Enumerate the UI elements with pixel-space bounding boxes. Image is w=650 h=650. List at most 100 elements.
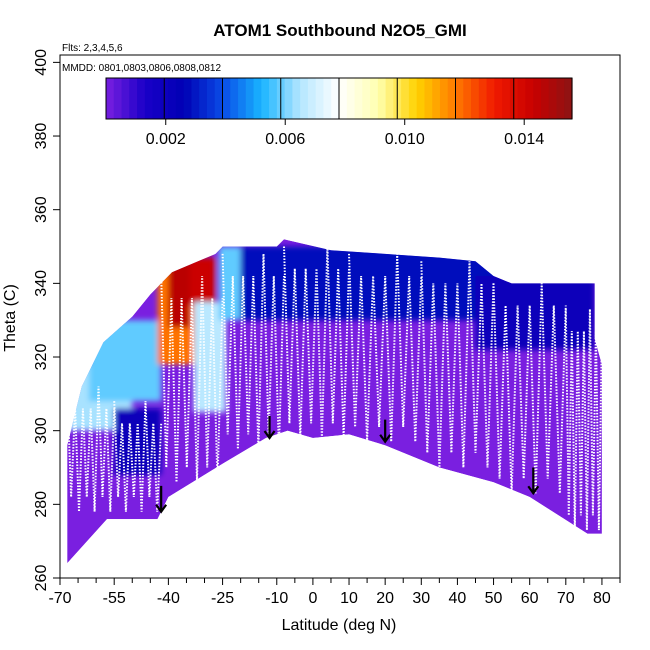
colorbar-swatch (564, 78, 573, 119)
colorbar-swatch (300, 78, 309, 119)
colorbar-swatch (245, 78, 255, 119)
concentration-region-8 (218, 246, 241, 321)
plot-area (66, 239, 603, 564)
flight-track-6 (348, 253, 423, 442)
colorbar-swatch (494, 78, 503, 119)
colorbar-frame (105, 77, 573, 120)
colorbar-swatch (416, 78, 426, 119)
colorbar-swatch (533, 78, 542, 119)
x-tick-label: 50 (485, 590, 503, 607)
colorbar-swatch (323, 78, 332, 119)
colorbar-swatch (447, 78, 457, 119)
colorbar-tick-label: 0.002 (146, 131, 186, 148)
colorbar-swatch (525, 78, 534, 119)
colorbar-swatch (502, 78, 511, 119)
colorbar-swatch (261, 78, 270, 119)
colorbar-swatch (183, 78, 193, 119)
flights-annotation: Flts: 2,3,4,5,6 (62, 43, 123, 54)
x-tick-label: -40 (157, 590, 180, 607)
colorbar-swatch (540, 78, 550, 119)
x-tick-label: -55 (103, 590, 126, 607)
flight-track-7 (420, 261, 495, 468)
colorbar-tick-label: 0.010 (385, 131, 425, 148)
colorbar-swatch (206, 78, 216, 119)
x-tick-label: 30 (412, 590, 430, 607)
colorbar-swatch (377, 78, 387, 119)
colorbar-tick-label: 0.006 (265, 131, 305, 148)
colorbar-swatch (175, 78, 185, 119)
colorbar-swatch (222, 78, 231, 119)
arrows (155, 415, 540, 514)
x-tick-label: 10 (340, 590, 358, 607)
y-tick-label: 360 (33, 196, 50, 223)
colorbar-swatch (199, 78, 208, 119)
colorbar-swatch (269, 78, 278, 119)
x-tick-label: 70 (557, 590, 575, 607)
colorbar-swatch (106, 78, 115, 119)
colorbar-swatch (556, 78, 565, 119)
colorbar-swatch (439, 78, 449, 119)
colorbar-swatch (408, 78, 418, 119)
colorbar-swatch (137, 78, 146, 119)
colorbar-swatch (331, 78, 340, 119)
colorbar-tick-label: 0.014 (504, 131, 544, 148)
x-tick-label: -10 (265, 590, 288, 607)
colorbar-swatch (168, 78, 177, 119)
flight-track-1 (66, 386, 116, 512)
colorbar-swatch (548, 78, 558, 119)
y-tick-label: 380 (33, 123, 50, 150)
colorbar-swatch (455, 78, 464, 119)
flight-track-4 (221, 253, 285, 450)
colorbar-swatch (424, 78, 433, 119)
colorbar-swatch (292, 78, 301, 119)
dates-annotation: MMDD: 0801,0803,0806,0808,0812 (62, 63, 221, 74)
colorbar-swatch (144, 78, 154, 119)
x-tick-label: -70 (48, 590, 71, 607)
colorbar-swatch (471, 78, 480, 119)
colorbar-swatch (401, 78, 410, 119)
colorbar-swatch (152, 78, 161, 119)
flight-track-8 (492, 283, 567, 494)
colorbar: 0.002 0.006 0.010 0.014 (105, 77, 573, 148)
colorbar-swatch (478, 78, 488, 119)
y-tick-label: 260 (33, 565, 50, 592)
flight-track-9 (564, 309, 603, 531)
colorbar-swatch (346, 78, 356, 119)
flight-track-3 (160, 275, 224, 483)
y-axis-label: Theta (C) (2, 284, 19, 352)
y-tick-label: 280 (33, 491, 50, 518)
x-tick-label: -25 (211, 590, 234, 607)
concentration-region-2 (88, 320, 162, 402)
y-tick-label: 340 (33, 270, 50, 297)
colorbar-swatch (432, 78, 441, 119)
y-tick-label: 300 (33, 417, 50, 444)
colorbar-swatch (307, 78, 317, 119)
axes: -70 -55 -40 -25 -10 0 10 20 30 40 50 60 70 80 260 280 30… (33, 49, 621, 607)
colorbar-swatch (517, 78, 526, 119)
flight-tracks (66, 246, 603, 531)
x-tick-label: 40 (449, 590, 467, 607)
arrow-3 (379, 419, 392, 444)
colorbar-swatch (362, 78, 371, 119)
colorbar-swatch (339, 78, 348, 119)
chart-title: ATOM1 Southbound N2O5_GMI (213, 21, 466, 40)
arrow-2 (263, 415, 276, 440)
colorbar-swatch (385, 78, 394, 119)
x-tick-label: 0 (308, 590, 317, 607)
colorbar-swatch (370, 78, 379, 119)
colorbar-swatch (354, 78, 363, 119)
colorbar-swatch (214, 78, 224, 119)
x-tick-label: 60 (521, 590, 539, 607)
x-axis-label: Latitude (deg N) (282, 617, 397, 634)
colorbar-swatch (253, 78, 262, 119)
colorbar-swatch (284, 78, 293, 119)
x-tick-label: 20 (376, 590, 394, 607)
colorbar-swatch (230, 78, 239, 119)
y-tick-label: 320 (33, 344, 50, 371)
x-tick-label: 80 (593, 590, 611, 607)
colorbar-swatch (486, 78, 495, 119)
colorbar-swatch (129, 78, 138, 119)
y-tick-label: 400 (33, 49, 50, 76)
colorbar-swatch (113, 78, 123, 119)
